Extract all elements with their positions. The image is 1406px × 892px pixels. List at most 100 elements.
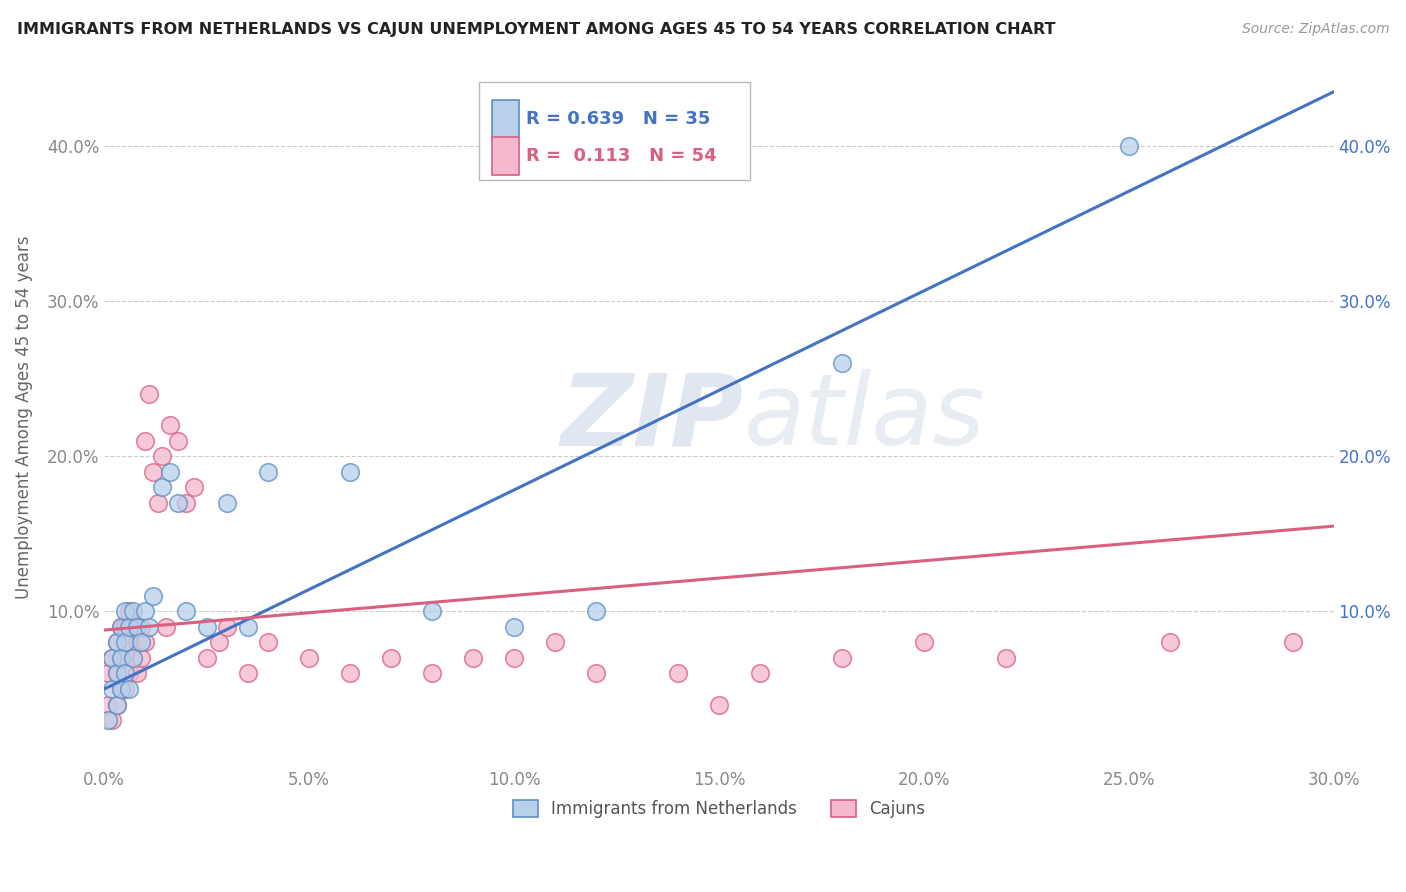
Point bbox=[138, 387, 160, 401]
FancyBboxPatch shape bbox=[492, 100, 519, 138]
Point bbox=[183, 480, 205, 494]
Point bbox=[831, 651, 853, 665]
Point bbox=[150, 450, 173, 464]
Point bbox=[208, 635, 231, 649]
Point bbox=[503, 651, 526, 665]
Y-axis label: Unemployment Among Ages 45 to 54 years: Unemployment Among Ages 45 to 54 years bbox=[15, 235, 32, 599]
Point bbox=[195, 620, 218, 634]
Text: Source: ZipAtlas.com: Source: ZipAtlas.com bbox=[1241, 22, 1389, 37]
Point bbox=[110, 620, 132, 634]
Point bbox=[217, 496, 239, 510]
Point bbox=[97, 713, 120, 727]
Text: R = 0.639   N = 35: R = 0.639 N = 35 bbox=[526, 110, 710, 128]
Point bbox=[125, 666, 148, 681]
Point bbox=[105, 666, 128, 681]
Point bbox=[110, 620, 132, 634]
Point bbox=[122, 604, 145, 618]
Point bbox=[97, 666, 120, 681]
Point bbox=[110, 681, 132, 696]
Point bbox=[114, 666, 136, 681]
Point bbox=[110, 681, 132, 696]
Point bbox=[101, 713, 124, 727]
Point bbox=[159, 465, 181, 479]
Point bbox=[114, 651, 136, 665]
Point bbox=[503, 620, 526, 634]
Point bbox=[174, 496, 197, 510]
FancyBboxPatch shape bbox=[492, 136, 519, 175]
Point bbox=[1281, 635, 1303, 649]
Point bbox=[1159, 635, 1181, 649]
Point bbox=[142, 465, 165, 479]
Point bbox=[122, 620, 145, 634]
Text: R =  0.113   N = 54: R = 0.113 N = 54 bbox=[526, 147, 717, 165]
Point bbox=[585, 666, 607, 681]
Point bbox=[420, 604, 443, 618]
Point bbox=[585, 604, 607, 618]
Point bbox=[298, 651, 321, 665]
Point bbox=[912, 635, 935, 649]
Point bbox=[118, 666, 141, 681]
Point bbox=[101, 651, 124, 665]
Point bbox=[105, 635, 128, 649]
Point bbox=[105, 635, 128, 649]
Point bbox=[167, 496, 190, 510]
Point bbox=[1118, 139, 1140, 153]
Point bbox=[831, 356, 853, 370]
Point bbox=[217, 620, 239, 634]
Point bbox=[118, 681, 141, 696]
Point bbox=[195, 651, 218, 665]
Point bbox=[118, 604, 141, 618]
Point bbox=[544, 635, 567, 649]
Point bbox=[174, 604, 197, 618]
Point bbox=[257, 465, 280, 479]
Point bbox=[666, 666, 689, 681]
Point bbox=[118, 635, 141, 649]
Point bbox=[118, 620, 141, 634]
Point bbox=[994, 651, 1017, 665]
Point bbox=[167, 434, 190, 448]
Point bbox=[110, 651, 132, 665]
Legend: Immigrants from Netherlands, Cajuns: Immigrants from Netherlands, Cajuns bbox=[506, 793, 932, 824]
Point bbox=[339, 666, 361, 681]
Point bbox=[420, 666, 443, 681]
Point bbox=[236, 666, 259, 681]
Point bbox=[380, 651, 402, 665]
Point bbox=[114, 681, 136, 696]
Point bbox=[134, 434, 156, 448]
Point bbox=[114, 620, 136, 634]
Point bbox=[97, 698, 120, 712]
Point bbox=[146, 496, 169, 510]
Point bbox=[134, 635, 156, 649]
Point bbox=[129, 651, 152, 665]
Text: IMMIGRANTS FROM NETHERLANDS VS CAJUN UNEMPLOYMENT AMONG AGES 45 TO 54 YEARS CORR: IMMIGRANTS FROM NETHERLANDS VS CAJUN UNE… bbox=[17, 22, 1056, 37]
Point bbox=[748, 666, 770, 681]
Point bbox=[142, 589, 165, 603]
Text: atlas: atlas bbox=[744, 369, 986, 466]
Point bbox=[236, 620, 259, 634]
Point bbox=[707, 698, 730, 712]
Point bbox=[105, 698, 128, 712]
Point bbox=[105, 698, 128, 712]
Point bbox=[150, 480, 173, 494]
Point bbox=[125, 620, 148, 634]
FancyBboxPatch shape bbox=[479, 82, 749, 180]
Point bbox=[110, 651, 132, 665]
Text: ZIP: ZIP bbox=[561, 369, 744, 466]
Point bbox=[122, 651, 145, 665]
Point bbox=[134, 604, 156, 618]
Point bbox=[257, 635, 280, 649]
Point bbox=[101, 651, 124, 665]
Point bbox=[155, 620, 177, 634]
Point bbox=[138, 620, 160, 634]
Point bbox=[129, 635, 152, 649]
Point bbox=[101, 681, 124, 696]
Point bbox=[122, 651, 145, 665]
Point bbox=[339, 465, 361, 479]
Point bbox=[125, 635, 148, 649]
Point bbox=[129, 620, 152, 634]
Point bbox=[461, 651, 484, 665]
Point bbox=[105, 666, 128, 681]
Point bbox=[159, 418, 181, 433]
Point bbox=[114, 635, 136, 649]
Point bbox=[114, 604, 136, 618]
